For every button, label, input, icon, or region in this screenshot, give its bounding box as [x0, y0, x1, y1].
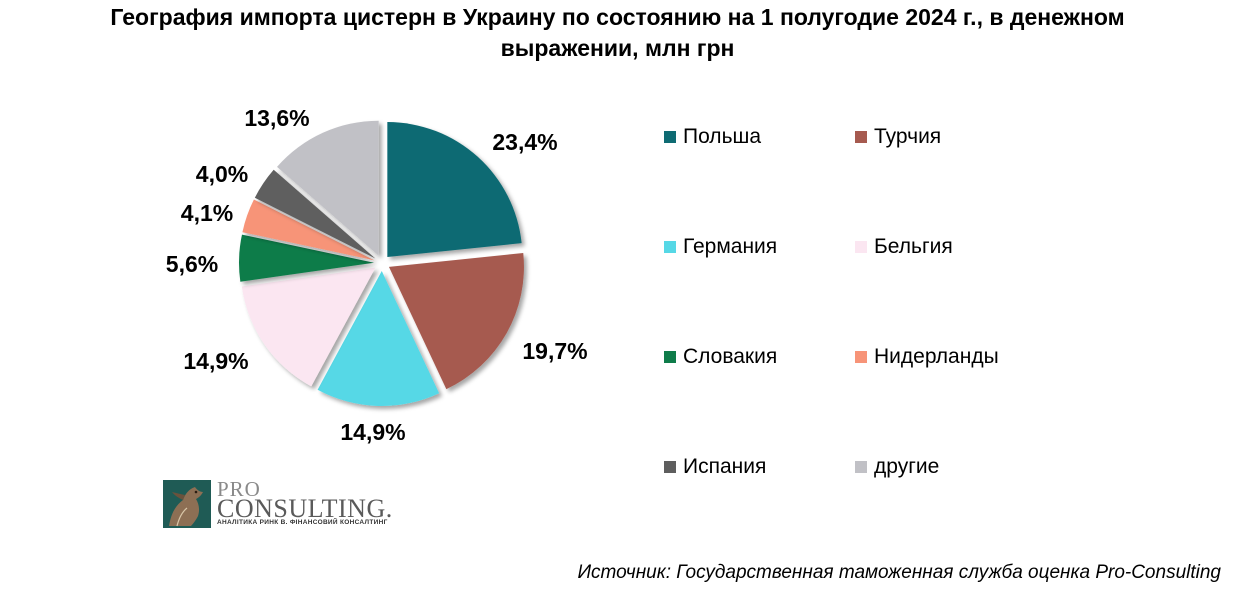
legend-item-poland: Польша: [664, 125, 761, 149]
horse-emblem-icon: [163, 480, 211, 528]
legend-label-poland: Польша: [683, 125, 762, 148]
legend-item-slovakia: Словакия: [664, 345, 777, 369]
legend-item-spain: Испания: [664, 455, 766, 479]
pie-slices: [239, 120, 524, 406]
legend-label-turkey: Турчия: [874, 125, 942, 148]
chart-title-line-1: География импорта цистерн в Украину по с…: [110, 4, 1125, 30]
legend-item-germany: Германия: [664, 235, 777, 259]
pie-data-label-turkey: 19,7%: [522, 338, 587, 364]
pie-slice-netherlands: [242, 199, 375, 261]
pro-consulting-logo: PRO CONSULTING. АНАЛІТИКА РИНК В. ФІНАНС…: [163, 477, 403, 530]
legend-swatch-germany: [664, 241, 676, 253]
legend-swatch-spain: [664, 461, 676, 473]
legend-swatch-slovakia: [664, 351, 676, 363]
logo-consulting-text: CONSULTING.: [217, 494, 393, 523]
pie-slice-turkey: [388, 252, 524, 390]
pie-slice-belgium: [241, 267, 376, 387]
legend-label-belgium: Бельгия: [874, 235, 953, 258]
pie-slice-other: [277, 120, 379, 256]
pie-slice-spain: [254, 169, 376, 259]
pie-data-label-belgium: 14,9%: [183, 348, 248, 374]
legend-label-slovakia: Словакия: [683, 345, 778, 368]
pie-data-label-slovakia: 5,6%: [166, 251, 218, 277]
pie-slice-germany: [317, 270, 440, 406]
logo-pro-text: PRO: [217, 477, 261, 501]
legend-label-netherlands: Нидерланды: [874, 345, 999, 368]
chart-title-line-2: выражении, млн грн: [500, 35, 735, 61]
pie-slice-slovakia: [239, 234, 375, 282]
legend-label-spain: Испания: [683, 455, 767, 478]
source-note: Источник: Государственная таможенная слу…: [577, 562, 1221, 583]
legend-swatch-netherlands: [855, 351, 867, 363]
legend-swatch-turkey: [855, 131, 867, 143]
pie-data-label-poland: 23,4%: [492, 129, 557, 155]
legend-item-netherlands: Нидерланды: [855, 345, 999, 369]
pie-slice-poland: [387, 122, 522, 258]
legend-label-other: другие: [874, 455, 940, 478]
pie-data-label-germany: 14,9%: [340, 419, 405, 445]
legend-item-belgium: Бельгия: [855, 235, 953, 259]
legend-label-germany: Германия: [683, 235, 778, 258]
pie-data-label-spain: 4,0%: [196, 161, 248, 187]
legend: Польша Турчия Германия Бельгия Словакия …: [664, 122, 1064, 482]
pie-data-labels: 23,4% 19,7% 14,9% 14,9% 5,6% 4,1% 4,0% 13,6%: [166, 105, 588, 445]
legend-swatch-poland: [664, 131, 676, 143]
logo-tagline: АНАЛІТИКА РИНК В. ФІНАНСОВИЙ КОНСАЛТИНГ: [217, 519, 388, 526]
legend-item-other: другие: [855, 455, 939, 479]
legend-swatch-other: [855, 461, 867, 473]
chart-title: География импорта цистерн в Украину по с…: [0, 2, 1235, 64]
pie-data-label-other: 13,6%: [244, 105, 309, 131]
legend-swatch-belgium: [855, 241, 867, 253]
legend-item-turkey: Турчия: [855, 125, 941, 149]
pie-data-label-netherlands: 4,1%: [181, 200, 233, 226]
